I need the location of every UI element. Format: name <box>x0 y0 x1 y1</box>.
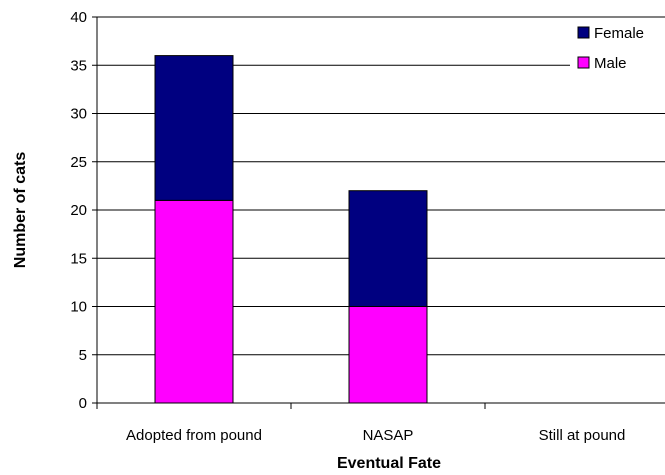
x-axis-title: Eventual Fate <box>337 455 441 472</box>
axes <box>92 16 665 409</box>
y-tick-label: 10 <box>70 299 87 316</box>
y-tick-label: 15 <box>70 250 87 267</box>
x-tick-label: NASAP <box>363 427 414 444</box>
legend-swatch-male <box>577 56 590 69</box>
bars <box>154 55 428 404</box>
x-tick-label: Still at pound <box>539 427 626 444</box>
y-tick-label: 40 <box>70 9 87 26</box>
legend-label-female: Female <box>594 25 644 42</box>
bar-male-0 <box>154 199 234 404</box>
y-tick-label: 5 <box>79 347 87 364</box>
bar-female-0 <box>154 55 234 201</box>
x-tick-label: Adopted from pound <box>126 427 262 444</box>
bar-female-1 <box>348 190 428 307</box>
legend-label-male: Male <box>594 55 627 72</box>
bar-male-1 <box>348 306 428 404</box>
y-tick-label: 20 <box>70 202 87 219</box>
legend-swatch-female <box>577 26 590 39</box>
y-tick-label: 30 <box>70 106 87 123</box>
y-tick-label: 0 <box>79 395 87 412</box>
legend: Female Male <box>570 18 665 86</box>
y-tick-label: 35 <box>70 57 87 74</box>
y-axis-title: Number of cats <box>12 152 29 269</box>
tick-labels: 0 5 10 15 20 25 30 35 40 Adopted from pound NASAP S… <box>70 9 625 444</box>
y-tick-label: 25 <box>70 154 87 171</box>
